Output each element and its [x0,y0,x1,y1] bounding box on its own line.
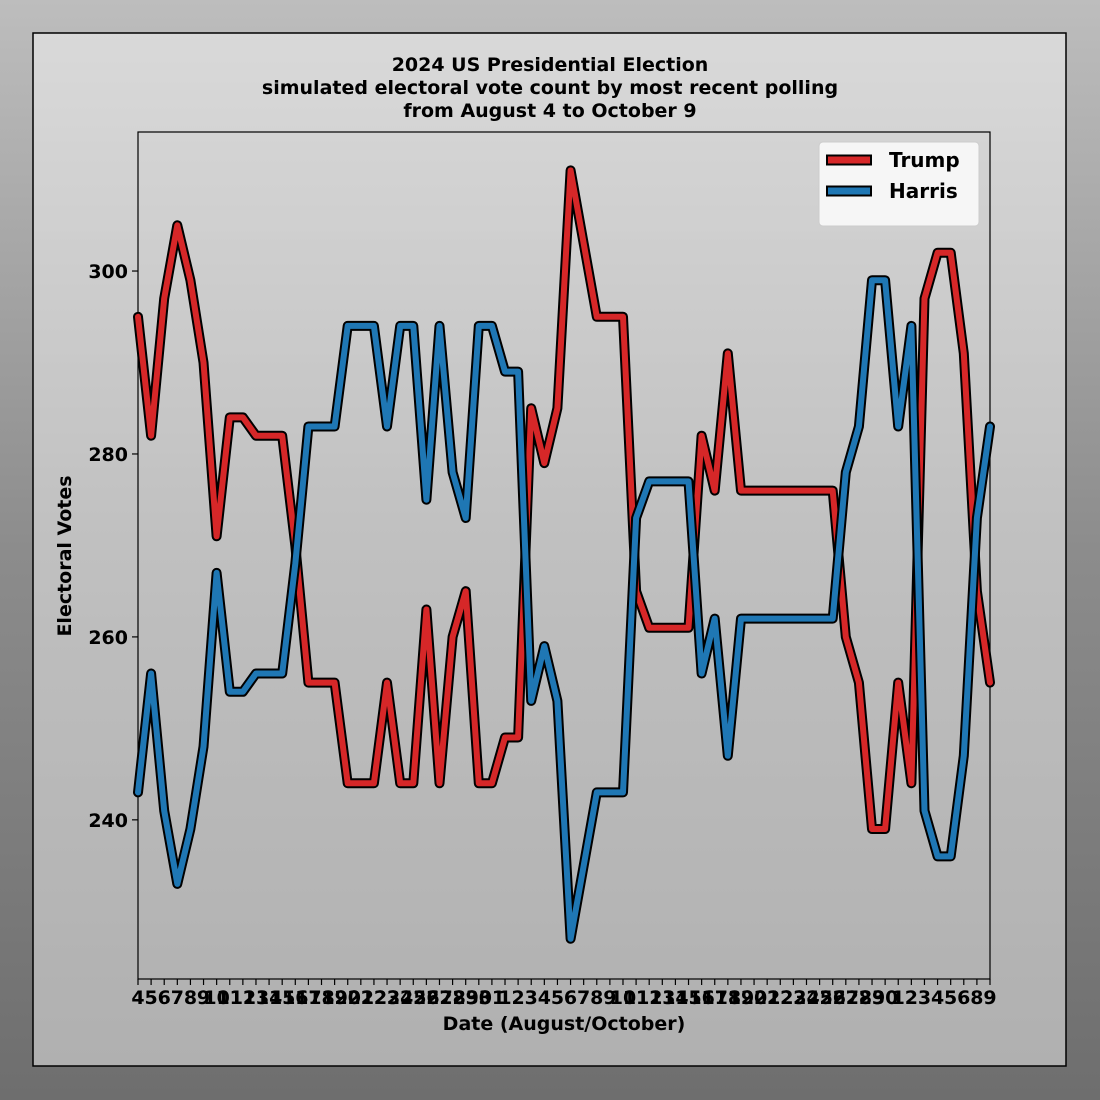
y-tick-label: 300 [88,261,128,283]
chart-title: 2024 US Presidential Election [392,54,709,76]
x-tick-label: 30 [466,987,492,1009]
x-tick-label: 17 [295,987,321,1009]
x-tick-label: 19 [728,987,754,1009]
x-tick-label: 27 [833,987,859,1009]
x-tick-label: 8 [590,987,603,1009]
x-tick-label: 2 [905,987,918,1009]
x-tick-label: 28 [846,987,872,1009]
x-tick-label: 20 [741,987,767,1009]
x-tick-label: 6 [957,987,970,1009]
x-tick-label: 2 [512,987,525,1009]
x-tick-label: 20 [334,987,360,1009]
x-tick-label: 1 [498,987,511,1009]
x-tick-label: 16 [282,987,308,1009]
x-tick-label: 25 [806,987,832,1009]
x-tick-label: 23 [374,987,400,1009]
x-tick-label: 14 [256,987,282,1009]
x-tick-label: 12 [636,987,662,1009]
x-tick-label: 21 [348,987,374,1009]
x-tick-label: 23 [780,987,806,1009]
x-tick-label: 5 [944,987,957,1009]
x-tick-label: 24 [387,987,413,1009]
chart-subtitle: from August 4 to October 9 [403,100,696,122]
x-tick-label: 5 [551,987,564,1009]
x-tick-label: 19 [321,987,347,1009]
x-axis-label: Date (August/October) [443,1013,686,1035]
x-tick-label: 10 [203,987,229,1009]
x-tick-label: 1 [892,987,905,1009]
x-tick-label: 28 [439,987,465,1009]
x-tick-label: 16 [688,987,714,1009]
x-tick-label: 9 [983,987,996,1009]
x-tick-label: 22 [767,987,793,1009]
y-tick-label: 260 [88,627,128,649]
x-tick-label: 6 [158,987,171,1009]
x-tick-label: 30 [872,987,898,1009]
x-tick-label: 11 [623,987,649,1009]
x-tick-label: 9 [197,987,210,1009]
x-tick-label: 10 [610,987,636,1009]
x-tick-label: 31 [479,987,505,1009]
plot-area [137,131,991,980]
x-tick-label: 3 [918,987,931,1009]
x-tick-label: 7 [577,987,590,1009]
x-tick-label: 7 [171,987,184,1009]
y-tick-label: 240 [88,810,128,832]
x-tick-label: 26 [413,987,439,1009]
x-tick-label: 15 [675,987,701,1009]
x-tick-label: 13 [649,987,675,1009]
x-tick-label: 5 [144,987,157,1009]
y-tick-label: 280 [88,444,128,466]
x-tick-label: 26 [819,987,845,1009]
x-tick-label: 29 [859,987,885,1009]
x-tick-label: 15 [269,987,295,1009]
x-tick-label: 9 [603,987,616,1009]
chart-subtitle: simulated electoral vote count by most r… [262,77,838,99]
x-tick-label: 4 [931,987,944,1009]
series-line [135,167,993,832]
x-tick-label: 18 [308,987,334,1009]
x-tick-label: 6 [564,987,577,1009]
y-axis-label: Electoral Votes [54,475,76,636]
x-tick-label: 13 [243,987,269,1009]
x-tick-label: 11 [217,987,243,1009]
series-line [135,277,993,942]
x-tick-label: 24 [793,987,819,1009]
legend-label: Harris [889,179,958,203]
x-tick-label: 27 [426,987,452,1009]
x-tick-label: 17 [702,987,728,1009]
x-tick-label: 3 [525,987,538,1009]
x-tick-label: 8 [970,987,983,1009]
x-tick-label: 21 [754,987,780,1009]
x-tick-label: 4 [538,987,551,1009]
legend-label: Trump [889,148,960,172]
x-tick-label: 22 [361,987,387,1009]
x-tick-label: 14 [662,987,688,1009]
x-tick-label: 4 [131,987,144,1009]
x-tick-label: 18 [715,987,741,1009]
x-tick-label: 29 [452,987,478,1009]
x-tick-label: 12 [230,987,256,1009]
x-tick-label: 8 [184,987,197,1009]
x-tick-label: 25 [400,987,426,1009]
